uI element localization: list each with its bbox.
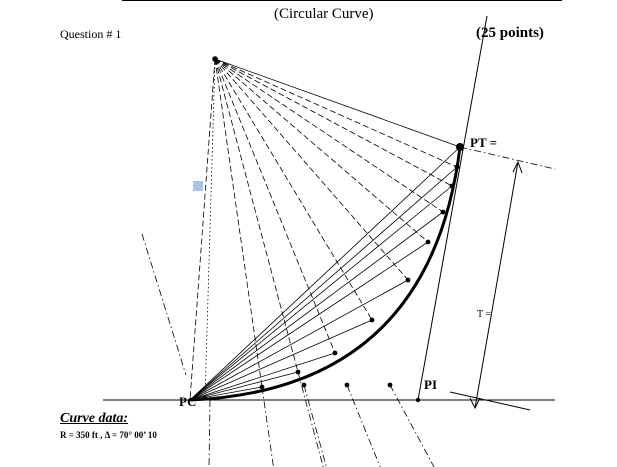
- radius-ray: [214, 58, 458, 168]
- radius-ray: [214, 58, 263, 388]
- forward-tangent-line: [417, 15, 488, 401]
- chord-line: [189, 279, 409, 401]
- page-subtitle: (Circular Curve): [274, 6, 374, 22]
- chord-line: [189, 386, 263, 401]
- tangent-point: [344, 382, 350, 388]
- chord-line: [189, 319, 373, 401]
- pt-label: PT =: [470, 135, 497, 150]
- tangent-dimension-arrow: [469, 160, 523, 410]
- curve-point: [454, 164, 460, 170]
- curve-data-values: R = 350 ft , Δ = 70° 00’ 10: [60, 430, 157, 440]
- projection-line: [208, 399, 211, 467]
- chord-line: [189, 241, 429, 401]
- circular-curve-arc: [189, 146, 462, 402]
- pt-point: [456, 143, 464, 151]
- chord-line: [189, 146, 461, 401]
- offset-projection-lines: [208, 371, 435, 467]
- curve-data-title: Curve data:: [60, 411, 129, 426]
- curve-stake-points: [202, 164, 460, 401]
- radius-ray: [214, 58, 453, 187]
- radius-ray: [214, 58, 336, 354]
- curve-point: [332, 350, 338, 356]
- radius-ray: [214, 58, 409, 281]
- curve-point: [369, 317, 375, 323]
- tangent-label: T =: [477, 309, 491, 320]
- selection-marker: [193, 181, 203, 191]
- curve-point: [425, 239, 431, 245]
- chord-line: [189, 185, 453, 401]
- curve-point: [259, 384, 265, 390]
- curve-point: [440, 209, 446, 215]
- chord-line: [189, 371, 299, 401]
- dotted-ray: [204, 58, 216, 401]
- projection-line: [297, 371, 324, 467]
- projection-line: [261, 386, 274, 467]
- chord-line: [189, 211, 444, 401]
- tangent-point: [301, 382, 307, 388]
- projection-line: [389, 384, 435, 467]
- radius-ray: [214, 58, 444, 213]
- radius-rays: [189, 58, 461, 401]
- pi-leader-line: [449, 391, 531, 411]
- pc-radial-line: [141, 233, 187, 376]
- ray-to-pc: [189, 58, 216, 401]
- points-label: (25 points): [476, 25, 544, 41]
- pc-label: PC: [179, 394, 196, 409]
- question-number: Question # 1: [60, 27, 122, 41]
- ray-to-pt: [214, 58, 461, 148]
- tangent-point: [387, 382, 393, 388]
- radius-center-point: [212, 56, 218, 62]
- curve-point: [405, 277, 411, 283]
- pt-radial-line: [459, 146, 556, 170]
- tangent-offset-points: [301, 382, 393, 388]
- curve-point: [295, 369, 301, 375]
- radius-ray: [214, 58, 429, 243]
- header-rule: [122, 0, 562, 1]
- projection-line: [346, 384, 381, 467]
- chord-line: [189, 352, 336, 401]
- pi-point: [415, 397, 421, 403]
- pi-label: PI: [424, 377, 437, 392]
- curve-point: [202, 395, 208, 401]
- projection-line: [303, 384, 327, 467]
- radius-ray: [214, 58, 373, 321]
- chord-line: [189, 166, 458, 401]
- curve-point: [449, 183, 455, 189]
- chord-lines: [189, 146, 461, 401]
